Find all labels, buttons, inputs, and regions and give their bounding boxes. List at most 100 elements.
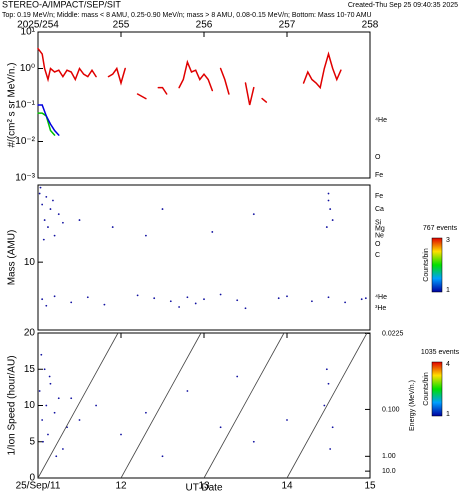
point	[344, 301, 346, 304]
x-tick-label: 15	[364, 481, 376, 492]
point	[219, 426, 222, 429]
point	[360, 298, 363, 301]
colorbar-tick-label: 3	[446, 237, 450, 244]
species-label: C	[375, 252, 380, 259]
point	[57, 397, 60, 400]
point	[62, 448, 64, 450]
series-line	[37, 104, 60, 136]
y-tick-label: 10⁻²	[15, 136, 35, 147]
point	[252, 440, 255, 443]
y-tick-label: 20	[24, 328, 36, 339]
x-tick-label: 25/Sep/11	[16, 481, 61, 492]
velocity-dispersion-line	[286, 332, 368, 479]
point	[323, 404, 326, 407]
point	[45, 195, 48, 198]
point	[120, 433, 122, 436]
point	[70, 397, 73, 400]
point	[70, 301, 73, 304]
y2-tick-label: 1.00	[382, 453, 396, 460]
point	[43, 219, 46, 221]
point	[327, 199, 330, 202]
point	[39, 186, 42, 189]
point	[43, 368, 46, 371]
series-label: ⁴He	[375, 117, 387, 124]
point	[186, 390, 189, 392]
series-label: O	[375, 154, 381, 161]
point	[38, 390, 41, 392]
point	[136, 294, 139, 297]
point	[111, 226, 114, 228]
point	[86, 296, 89, 299]
series-line	[37, 47, 342, 106]
x-tick-label: 13	[198, 481, 210, 492]
point	[78, 219, 81, 221]
point	[161, 455, 164, 458]
panel-frame	[37, 184, 371, 331]
point	[41, 203, 44, 206]
y-tick-label: 5	[29, 436, 35, 447]
point	[327, 296, 330, 299]
point	[325, 226, 328, 228]
y-tick-label: 10⁻³	[15, 173, 35, 184]
colorbar-label: Counts/bin	[423, 372, 430, 406]
point	[311, 300, 313, 303]
point	[277, 297, 280, 300]
species-label: Fe	[375, 193, 383, 200]
x-tick-label: 256	[196, 20, 213, 31]
colorbar-tick-label: 1	[446, 287, 450, 294]
title: STEREO-A/IMPACT/SEP/SIT	[2, 0, 121, 9]
species-label: O	[375, 241, 381, 248]
series-label: Fe	[375, 172, 383, 179]
point	[153, 297, 156, 300]
point	[48, 375, 51, 378]
point	[53, 295, 56, 298]
species-label: ³He	[375, 305, 386, 312]
x-tick-label: 12	[115, 481, 127, 492]
point	[327, 382, 330, 385]
panel-frame	[37, 332, 371, 479]
velocity-dispersion-line	[203, 332, 285, 479]
colorbar	[431, 361, 443, 417]
point	[95, 404, 97, 407]
point	[286, 295, 288, 298]
point	[161, 208, 164, 210]
point	[103, 303, 106, 306]
point	[145, 234, 147, 237]
y-axis-label: Mass (AMU)	[7, 230, 18, 286]
point	[219, 293, 222, 296]
x-tick-label: 258	[362, 20, 379, 31]
point	[55, 455, 58, 458]
y-tick-label: 10⁰	[20, 63, 35, 74]
species-label: ⁴He	[375, 294, 387, 301]
point	[57, 213, 60, 216]
point	[364, 297, 367, 300]
y-axis-label: #/(cm² s sr MeV/n.)	[7, 62, 18, 147]
plots: #/(cm² s sr MeV/n.) 2025/254 255 256 257 258 1…	[7, 20, 460, 494]
point	[41, 419, 44, 421]
species-label: Ne	[375, 232, 384, 239]
x-tick-label: 257	[279, 20, 296, 31]
species-label: Mg	[375, 225, 385, 232]
point	[40, 353, 43, 356]
y2-axis-label: Energy (MeV/n.)	[409, 380, 416, 431]
point	[236, 375, 239, 378]
y-tick-label: 10⁻¹	[15, 100, 35, 111]
event-count: 1035 events	[421, 349, 460, 356]
point	[211, 231, 214, 233]
y-tick-label: 0	[29, 473, 35, 484]
x-axis-label: UT Date	[185, 483, 222, 494]
velocity-dispersion-line	[37, 332, 119, 479]
y-axis-label: 1/Ion Speed (hour/AU)	[7, 355, 18, 455]
species-label: Ca	[375, 206, 384, 213]
point	[78, 419, 81, 421]
point	[42, 440, 44, 443]
point	[47, 226, 49, 228]
y-tick-label: 10	[24, 257, 36, 268]
point	[329, 208, 332, 210]
point	[194, 302, 197, 305]
velocity-dispersion-line	[120, 332, 202, 479]
x-tick-label: 255	[113, 20, 130, 31]
point	[244, 307, 247, 310]
colorbar	[431, 237, 443, 293]
point	[169, 300, 172, 303]
